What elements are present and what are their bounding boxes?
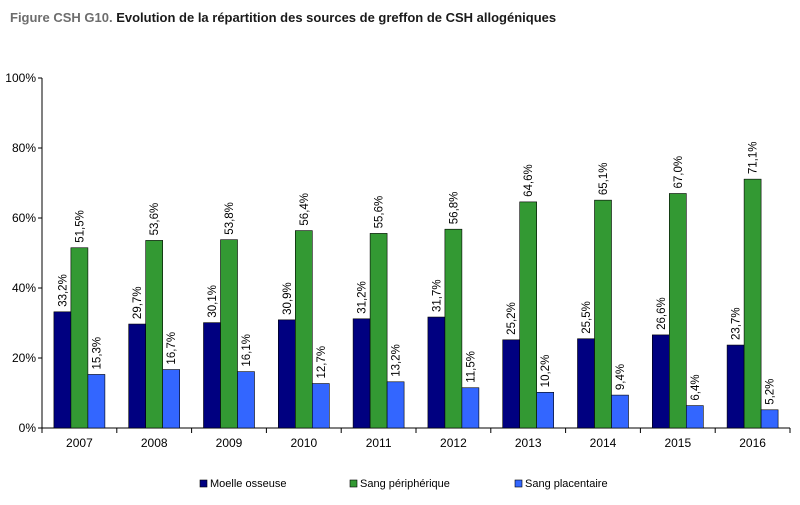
x-tick-label: 2015 — [664, 436, 691, 450]
data-label: 55,6% — [374, 196, 386, 229]
figure-number: Figure CSH G10. — [10, 10, 113, 25]
data-label: 31,2% — [357, 281, 369, 314]
bar — [128, 323, 146, 429]
data-label: 11,5% — [465, 351, 477, 383]
data-label: 9,4% — [615, 364, 627, 390]
bar — [369, 233, 388, 429]
bar — [87, 374, 106, 429]
bar — [594, 199, 612, 429]
figure-title: Evolution de la répartition des sources … — [116, 10, 557, 25]
y-tick-label: 80% — [12, 141, 36, 155]
x-tick-label: 2010 — [290, 436, 317, 450]
data-label: 15,3% — [91, 337, 103, 370]
legend-label: Moelle osseuse — [210, 478, 286, 490]
data-label: 29,7% — [132, 286, 144, 319]
bar — [668, 193, 687, 429]
bar — [220, 239, 238, 429]
data-label: 51,5% — [74, 210, 86, 243]
x-tick-label: 2007 — [66, 436, 93, 450]
legend-swatch — [199, 479, 208, 488]
bar — [311, 383, 330, 429]
legend-label: Sang placentaire — [525, 478, 608, 490]
bar — [53, 311, 72, 429]
x-tick-label: 2016 — [739, 436, 766, 450]
data-label: 30,9% — [282, 282, 294, 315]
bar — [427, 316, 446, 429]
bar — [277, 319, 296, 429]
data-label: 25,5% — [581, 301, 593, 334]
data-label: 26,6% — [656, 297, 668, 330]
y-tick-label: 100% — [5, 71, 36, 85]
bar — [743, 178, 762, 429]
data-label: 64,6% — [523, 164, 535, 197]
bar — [502, 339, 521, 429]
bar — [461, 387, 480, 429]
data-label: 33,2% — [57, 274, 69, 307]
y-tick-label: 60% — [12, 211, 36, 225]
data-label: 10,2% — [540, 355, 552, 388]
bar — [294, 230, 313, 429]
bar — [651, 334, 670, 429]
legend-label: Sang périphérique — [360, 478, 450, 490]
bar — [162, 369, 180, 429]
data-label: 16,7% — [166, 332, 178, 365]
y-tick-label: 0% — [19, 421, 37, 435]
x-tick-label: 2014 — [590, 436, 617, 450]
data-label: 67,0% — [673, 156, 685, 189]
data-label: 13,2% — [391, 344, 403, 377]
data-label: 30,1% — [207, 285, 219, 318]
bar — [519, 201, 538, 429]
bar — [444, 228, 463, 429]
data-label: 23,7% — [731, 307, 743, 340]
data-label: 71,1% — [748, 142, 760, 175]
bar — [760, 409, 779, 429]
data-label: 5,2% — [765, 379, 777, 405]
data-label: 31,7% — [431, 279, 443, 312]
bar — [203, 322, 221, 429]
data-label: 65,1% — [598, 163, 610, 196]
x-tick-label: 2009 — [216, 436, 243, 450]
bar — [611, 394, 629, 429]
x-tick-label: 2012 — [440, 436, 467, 450]
data-label: 53,6% — [149, 203, 161, 236]
legend-swatch — [349, 479, 358, 488]
bar — [726, 344, 745, 429]
y-tick-label: 20% — [12, 351, 36, 365]
legend-swatch — [514, 479, 523, 488]
x-tick-label: 2011 — [366, 436, 392, 450]
data-label: 12,7% — [316, 346, 328, 379]
data-label: 6,4% — [690, 374, 702, 400]
x-tick-label: 2008 — [141, 436, 168, 450]
chart-title: Figure CSH G10. Evolution de la répartit… — [10, 10, 556, 25]
data-label: 53,8% — [224, 202, 236, 235]
bar — [70, 247, 89, 429]
data-label: 16,1% — [241, 334, 253, 367]
y-tick-label: 40% — [12, 281, 36, 295]
bar — [685, 405, 704, 429]
data-label: 56,8% — [448, 192, 460, 225]
bar — [237, 371, 255, 429]
data-label: 56,4% — [299, 193, 311, 226]
bar — [536, 391, 555, 429]
bar — [145, 240, 163, 429]
x-tick-label: 2013 — [515, 436, 542, 450]
bar — [386, 381, 405, 429]
data-label: 25,2% — [506, 302, 518, 335]
bar — [577, 338, 595, 429]
bar — [352, 318, 371, 429]
